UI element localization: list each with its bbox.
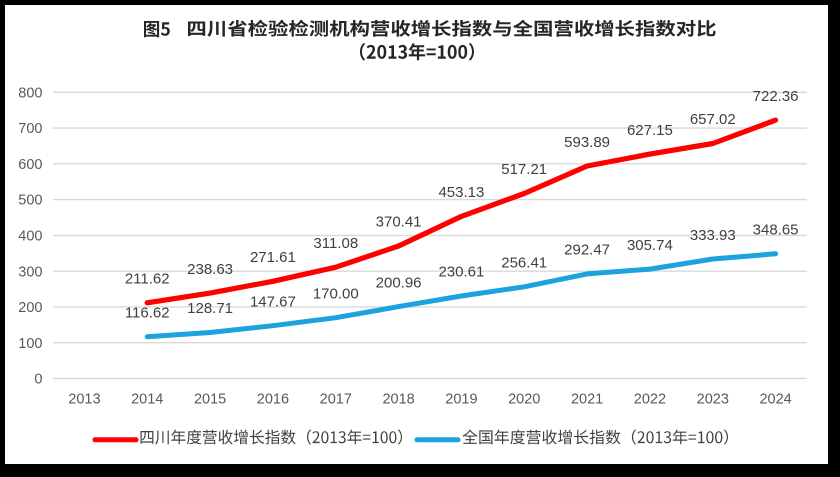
svg-text:292.47: 292.47 [564,242,610,259]
svg-text:2018: 2018 [382,392,414,408]
svg-text:2022: 2022 [634,392,666,408]
svg-text:128.71: 128.71 [187,300,233,317]
svg-text:500: 500 [18,193,42,209]
svg-text:2021: 2021 [571,392,603,408]
svg-text:2024: 2024 [759,392,791,408]
svg-text:517.21: 517.21 [501,161,547,178]
svg-text:238.63: 238.63 [187,261,233,278]
svg-text:2023: 2023 [697,392,729,408]
svg-text:700: 700 [18,121,42,137]
svg-text:200: 200 [18,300,42,316]
svg-text:0: 0 [34,372,42,388]
svg-text:657.02: 657.02 [690,111,736,128]
svg-text:370.41: 370.41 [376,214,422,231]
svg-text:200.96: 200.96 [376,274,422,291]
svg-text:100: 100 [18,336,42,352]
svg-text:2014: 2014 [131,392,163,408]
svg-text:627.15: 627.15 [627,122,673,139]
svg-text:2020: 2020 [508,392,540,408]
svg-text:800: 800 [18,85,42,101]
svg-text:2017: 2017 [320,392,352,408]
svg-text:300: 300 [18,264,42,280]
svg-text:271.61: 271.61 [250,249,296,266]
svg-text:400: 400 [18,229,42,245]
svg-text:2015: 2015 [194,392,226,408]
svg-text:305.74: 305.74 [627,237,673,254]
svg-text:453.13: 453.13 [438,184,484,201]
svg-text:116.62: 116.62 [125,305,170,322]
svg-text:211.62: 211.62 [125,271,170,288]
svg-text:311.08: 311.08 [313,235,358,252]
svg-text:600: 600 [18,157,42,173]
svg-text:593.89: 593.89 [564,134,610,151]
svg-text:147.67: 147.67 [250,293,296,310]
svg-text:256.41: 256.41 [501,255,547,272]
svg-text:170.00: 170.00 [313,285,359,302]
svg-text:2016: 2016 [257,392,289,408]
svg-text:2013: 2013 [68,392,100,408]
svg-text:230.61: 230.61 [438,264,484,281]
svg-text:2019: 2019 [445,392,477,408]
svg-text:333.93: 333.93 [690,227,736,244]
svg-text:722.36: 722.36 [753,88,799,105]
svg-text:348.65: 348.65 [753,222,799,239]
